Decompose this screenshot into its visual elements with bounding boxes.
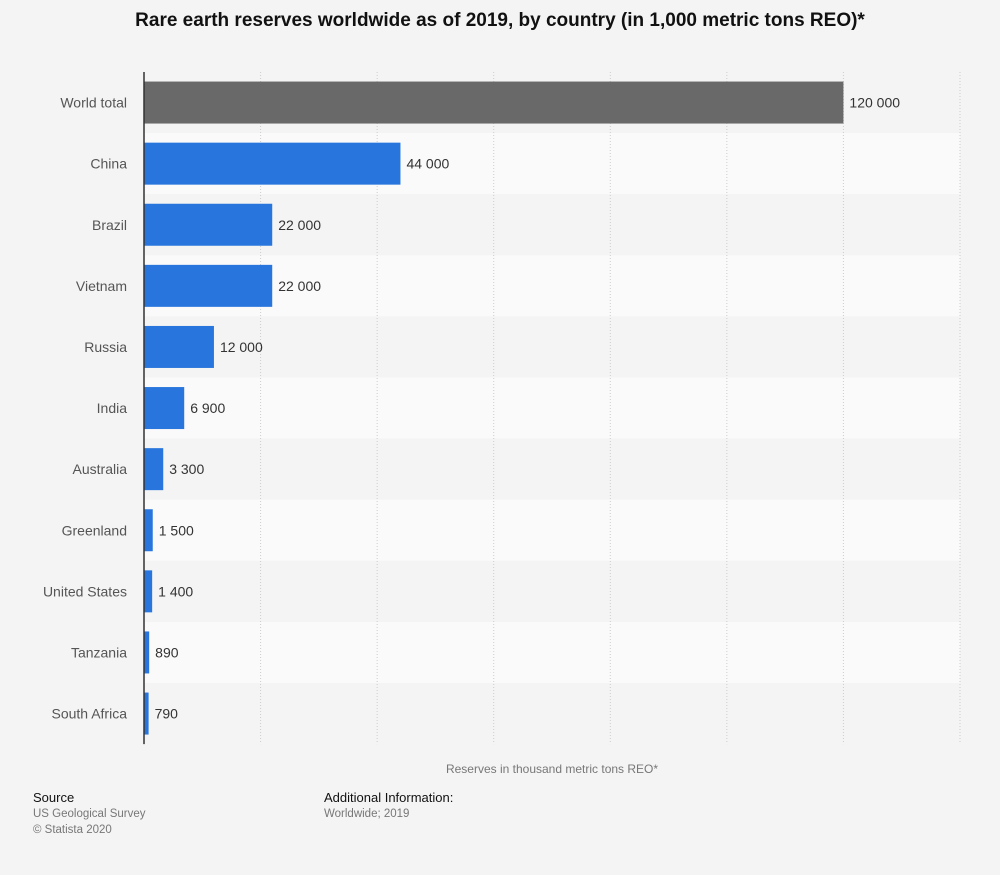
category-label: India (97, 400, 128, 416)
value-label: 1 400 (158, 583, 193, 599)
value-label: 120 000 (849, 95, 900, 111)
bar (144, 387, 185, 430)
row-band (144, 194, 960, 256)
row-band (144, 683, 960, 745)
x-axis-title: Reserves in thousand metric tons REO* (446, 762, 658, 776)
value-label: 22 000 (278, 278, 321, 294)
bar (144, 203, 273, 246)
category-label: South Africa (52, 706, 128, 722)
value-label: 790 (155, 706, 179, 722)
additional-info-block: Additional Information: Worldwide; 2019 (324, 790, 453, 822)
bars (144, 81, 844, 735)
row-band (144, 499, 960, 561)
bar (144, 264, 273, 307)
category-label: Greenland (62, 522, 127, 538)
source-heading: Source (33, 790, 75, 805)
row-band (144, 316, 960, 378)
value-label: 6 900 (190, 400, 225, 416)
additional-info-line: Worldwide; 2019 (324, 808, 410, 820)
bar (144, 325, 214, 368)
bar (144, 509, 153, 552)
bar (144, 631, 150, 674)
row-band (144, 560, 960, 622)
category-labels: World total China Brazil Vietnam Russia India… (43, 95, 127, 722)
category-label: Russia (84, 339, 127, 355)
row-band (144, 438, 960, 500)
value-label: 1 500 (159, 522, 194, 538)
source-line: US Geological Survey (33, 808, 146, 820)
value-labels: 120 000 44 000 22 000 22 000 12 000 6 900 3 30… (155, 95, 901, 722)
value-label: 22 000 (278, 217, 321, 233)
chart-title: Rare earth reserves worldwide as of 2019… (135, 10, 865, 31)
value-label: 3 300 (169, 461, 204, 477)
bar (144, 570, 153, 613)
bar (144, 692, 149, 735)
copyright-line: © Statista 2020 (33, 824, 112, 836)
category-label: Tanzania (71, 644, 127, 660)
bar (144, 81, 844, 124)
value-label: 890 (155, 644, 179, 660)
category-label: Brazil (92, 217, 127, 233)
source-block: Source US Geological Survey © Statista 2… (33, 790, 146, 838)
additional-info-heading: Additional Information: (324, 790, 454, 805)
bar (144, 448, 164, 491)
category-label: World total (60, 95, 127, 111)
row-band (144, 377, 960, 439)
category-label: Vietnam (76, 278, 127, 294)
row-band (144, 621, 960, 683)
bar (144, 142, 401, 185)
category-label: Australia (73, 461, 128, 477)
row-band (144, 255, 960, 317)
category-label: China (90, 156, 127, 172)
gridlines (260, 72, 961, 745)
value-label: 12 000 (220, 339, 263, 355)
value-label: 44 000 (406, 156, 449, 172)
category-label: United States (43, 583, 127, 599)
